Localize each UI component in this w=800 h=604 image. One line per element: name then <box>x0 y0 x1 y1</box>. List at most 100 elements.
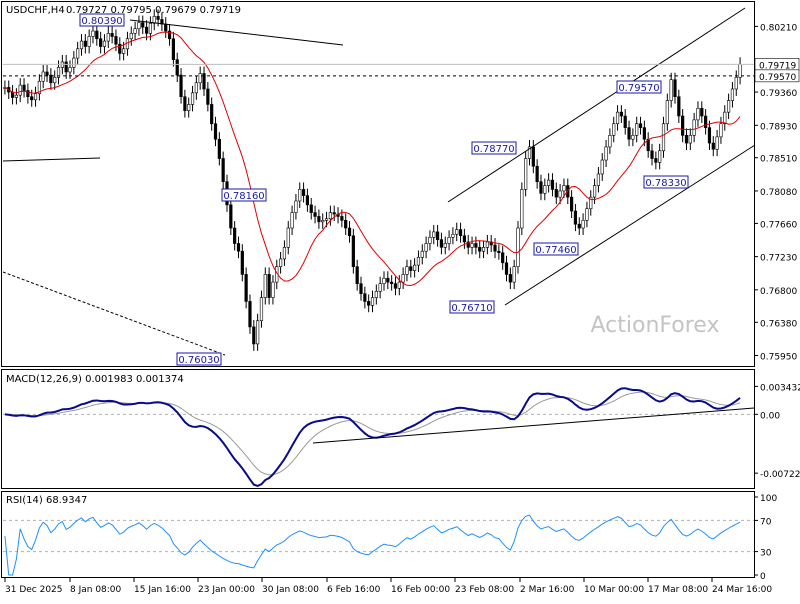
candle-body <box>462 235 466 243</box>
candle-body <box>481 247 486 252</box>
candle-body <box>256 320 260 345</box>
candle-body <box>478 247 482 252</box>
annotation-box <box>176 352 222 366</box>
candle-body <box>700 107 704 117</box>
price-axis-tick-label: 0.76380 <box>760 319 797 329</box>
annotation-label: 0.80390 <box>81 16 122 27</box>
candle-body <box>309 204 313 213</box>
trendline <box>2 157 101 162</box>
annotation-box <box>616 80 662 94</box>
candle-body <box>91 30 95 37</box>
candle-body <box>704 115 708 128</box>
candle-body <box>301 189 306 196</box>
rsi-label: RSI(14) 68.9347 <box>6 495 87 506</box>
candle-body <box>164 23 168 32</box>
rsi-panel-frame <box>1 491 755 578</box>
x-axis-tick-label: 10 Mar 00:00 <box>584 585 644 595</box>
candle-body <box>328 212 332 220</box>
candle-body <box>451 233 455 238</box>
candle-body <box>359 283 363 294</box>
candle-body <box>447 237 451 244</box>
candle-body <box>524 158 528 190</box>
candle-body <box>236 243 241 252</box>
annotation-label: 0.79570 <box>618 83 659 94</box>
candle-body <box>87 36 91 47</box>
candle-body <box>367 301 371 306</box>
ohlc-header: 0.79727 0.79795 0.79679 0.79719 <box>66 5 241 16</box>
price-axis-tick-label: 0.76800 <box>760 287 797 297</box>
x-axis-tick-label: 23 Feb 08:00 <box>455 585 514 595</box>
candle-body <box>298 189 302 202</box>
candle-body <box>95 30 99 40</box>
price-panel-frame <box>1 1 755 367</box>
annotation-label: 0.76030 <box>178 355 219 366</box>
candle-body <box>615 111 620 125</box>
annotation-label: 0.77460 <box>535 245 576 256</box>
candle-body <box>290 212 294 229</box>
trendline <box>129 19 344 46</box>
candle-body <box>133 28 137 34</box>
candle-body <box>589 196 593 210</box>
candle-body <box>558 190 562 198</box>
candle-body <box>271 281 275 298</box>
macd-layer <box>3 387 755 487</box>
candle-body <box>397 281 401 289</box>
candle-body <box>267 274 271 298</box>
candle-body <box>527 146 532 159</box>
candle-body <box>49 74 53 84</box>
candle-body <box>635 123 639 136</box>
candle-body <box>240 250 244 275</box>
candle-body <box>378 283 382 292</box>
candle-body <box>443 243 447 248</box>
candle-body <box>432 231 436 238</box>
candle-body <box>386 277 390 283</box>
candle-body <box>37 80 41 94</box>
macd-trendline <box>312 407 755 444</box>
candle-body <box>79 40 84 50</box>
watermark: ActionForex <box>591 313 720 338</box>
candle-body <box>347 227 352 237</box>
candle-body <box>566 185 570 198</box>
candle-body <box>45 71 49 76</box>
axis-price-tag <box>754 69 800 83</box>
candle-body <box>340 216 344 221</box>
candle-body <box>592 185 597 198</box>
candle-body <box>26 90 30 98</box>
macd-axis-tick-label: -0.007223 <box>760 470 800 480</box>
macd-panel-frame <box>1 369 755 489</box>
candle-body <box>719 123 723 138</box>
candle-body <box>33 93 38 101</box>
candle-body <box>72 57 76 68</box>
candle-body <box>53 77 57 84</box>
candle-body <box>619 111 623 117</box>
candle-body <box>248 301 252 328</box>
price-axis-tick-label: 0.77660 <box>760 220 797 230</box>
candle-body <box>190 92 195 105</box>
candle-body <box>99 38 103 47</box>
candle-body <box>110 33 114 37</box>
macd-label: MACD(12,26,9) 0.001983 0.001374 <box>6 374 184 385</box>
candle-body <box>658 150 662 163</box>
axis-layer: 0.80210 0.79360 0.78930 0.78510 0.78080 0.776… <box>4 23 800 595</box>
candle-body <box>76 48 80 59</box>
rsi-line <box>4 514 741 576</box>
candle-body <box>401 274 405 283</box>
x-axis-tick-label: 2 Mar 16:00 <box>520 585 575 595</box>
candle-body <box>83 40 87 47</box>
candle-body <box>715 136 719 150</box>
candle-body <box>420 250 424 258</box>
annotation-box <box>471 141 517 155</box>
candle-body <box>458 229 463 237</box>
candle-body <box>332 212 336 215</box>
chart-title: USDCHF,H4 <box>6 5 65 16</box>
candle-body <box>390 281 394 284</box>
candle-body <box>554 189 558 198</box>
candle-body <box>585 208 589 221</box>
candle-body <box>213 123 218 140</box>
x-axis-tick-label: 23 Jan 00:00 <box>198 585 255 595</box>
candle-body <box>684 135 689 144</box>
candle-body <box>187 104 191 111</box>
candle-body <box>198 73 202 84</box>
candle-body <box>30 96 34 101</box>
